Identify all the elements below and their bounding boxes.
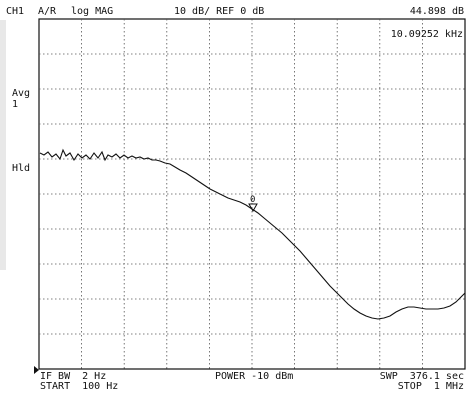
- scroll-indicator: [0, 20, 6, 270]
- avg-label: Avg: [12, 88, 31, 99]
- hold-label: Hld: [12, 163, 31, 174]
- channel-label: CH1: [6, 6, 25, 17]
- marker-triangle-icon: [248, 203, 258, 213]
- scale-ref-label: 10 dB/ REF 0 dB: [174, 6, 265, 17]
- marker-symbol: 0: [248, 195, 258, 213]
- grid: [39, 19, 465, 369]
- measurement-trace: [39, 148, 466, 320]
- power-label: POWER -10 dBm: [215, 371, 294, 382]
- sweep-label: SWP 376.1 sec: [379, 371, 464, 382]
- start-pointer-icon: [34, 366, 39, 374]
- marker-number: 0: [250, 195, 255, 205]
- format-label: log MAG: [71, 6, 114, 17]
- stop-label: STOP 1 MHz: [397, 381, 464, 392]
- marker-value: 44.898 dB: [409, 6, 464, 17]
- marker-frequency: 10.09252 kHz: [390, 29, 463, 40]
- measurement-label: A/R: [38, 6, 57, 17]
- if-bw-label: IF BW 2 Hz: [40, 371, 107, 382]
- start-label: START 100 Hz: [40, 381, 119, 392]
- avg-count: 1: [12, 99, 19, 110]
